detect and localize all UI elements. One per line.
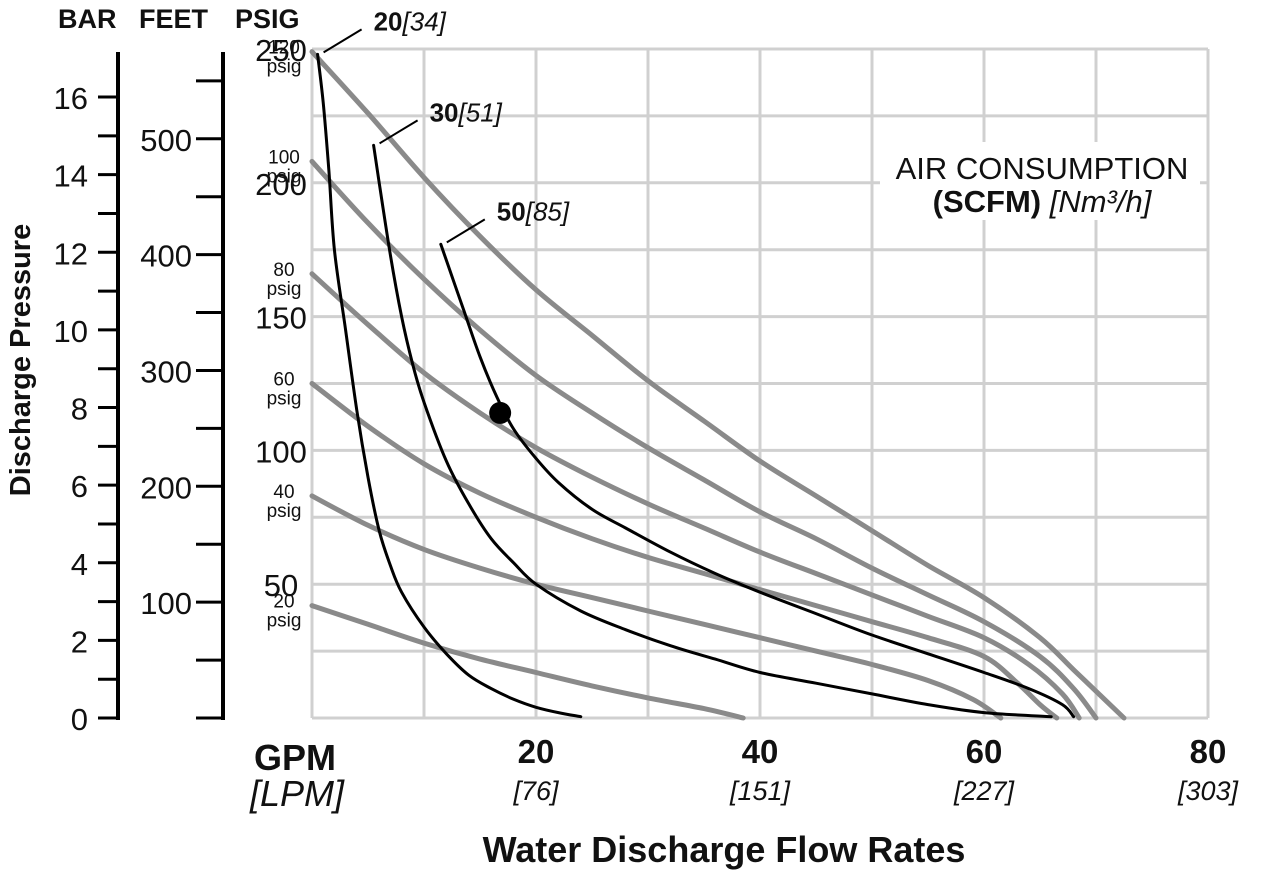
- x-tick-label-lpm: [303]: [1177, 776, 1240, 806]
- feet-tick-label: 100: [140, 586, 192, 621]
- series-label-psig-unit: psig: [267, 611, 302, 632]
- series-label-100-psig: 100: [268, 147, 300, 168]
- psig-axis-header: PSIG: [235, 4, 300, 34]
- feet-tick-label: 200: [140, 470, 192, 505]
- series-label-psig-unit: psig: [267, 57, 302, 78]
- bar-tick-label: 0: [71, 702, 88, 737]
- series-label-nm3h: [85]: [525, 196, 570, 226]
- x-unit-lpm: [LPM]: [249, 773, 345, 814]
- series-line-20-psig: [309, 603, 746, 721]
- x-axis-title: Water Discharge Flow Rates: [483, 829, 966, 870]
- series-label-scfm: 20: [374, 6, 403, 36]
- series-labels: 120psig100psig80psig60psig40psig20psig20…: [267, 6, 570, 631]
- x-tick-labels: 20 [76] 40 [151] 60 [227] 80 [303]: [512, 733, 1239, 806]
- psig-tick-label: 50: [264, 568, 298, 603]
- psig-tick-label: 250: [255, 33, 307, 68]
- psig-tick-labels: 50 100 150 200 250: [255, 33, 307, 603]
- series-line-40-psig: [309, 493, 1004, 721]
- feet-tick-label: 500: [140, 123, 192, 158]
- series-label-120-psig: 120: [268, 38, 300, 59]
- feet-tick-labels: 100 200 300 400 500: [140, 123, 192, 621]
- series-label-psig-unit: psig: [267, 501, 302, 522]
- bar-axis-header: BAR: [58, 4, 117, 34]
- y-axis-title: Discharge Pressure: [5, 224, 37, 496]
- x-tick-label-lpm: [151]: [729, 776, 792, 806]
- x-tick-label-gpm: 40: [742, 733, 779, 770]
- bar-tick-label: 8: [71, 392, 88, 427]
- series-label-psig-unit: psig: [267, 279, 302, 300]
- bar-tick-label: 6: [71, 469, 88, 504]
- bar-tick-label: 14: [54, 159, 88, 194]
- series-leader-50: [446, 218, 486, 244]
- series-line-80-psig: [309, 271, 1082, 721]
- x-tick-label-lpm: [227]: [953, 776, 1016, 806]
- bar-tick-label: 12: [54, 236, 88, 271]
- air-consumption-units: (SCFM) [Nm³/h]: [933, 184, 1153, 219]
- series-label-psig-unit: psig: [267, 389, 302, 410]
- chart-axes: [98, 52, 225, 720]
- series-line-120-psig: [309, 49, 1127, 721]
- series-label-50-scfm: 50[85]: [497, 196, 570, 226]
- bar-tick-labels: 0 2 4 6 8 10 12 14 16: [54, 81, 88, 737]
- bar-tick-label: 4: [71, 547, 88, 582]
- series-label-60-psig: 60: [273, 370, 294, 391]
- air-consumption-nm3h: [Nm³/h]: [1049, 184, 1153, 219]
- series-line-60-psig: [309, 381, 1060, 721]
- series-leader-30: [379, 119, 419, 145]
- operating-point-marker: [489, 401, 512, 424]
- series-label-scfm: 50: [497, 196, 526, 226]
- series-label-nm3h: [34]: [402, 6, 447, 36]
- series-leader-20: [323, 28, 363, 54]
- x-tick-label-gpm: 60: [966, 733, 1003, 770]
- series-line-scfm-50: [439, 242, 1076, 719]
- series-label-80-psig: 80: [273, 260, 294, 281]
- x-tick-label-lpm: [76]: [512, 776, 560, 806]
- bar-tick-label: 2: [71, 624, 88, 659]
- air-consumption-scfm: (SCFM): [933, 184, 1041, 219]
- x-tick-label-gpm: 80: [1190, 733, 1227, 770]
- feet-tick-label: 300: [140, 354, 192, 389]
- feet-tick-label: 400: [140, 239, 192, 274]
- bar-tick-label: 16: [54, 81, 88, 116]
- series-label-20-scfm: 20[34]: [374, 6, 447, 36]
- series-label-30-scfm: 30[51]: [430, 97, 503, 127]
- bar-tick-label: 10: [54, 314, 88, 349]
- x-tick-label-gpm: 20: [518, 733, 555, 770]
- series-line-100-psig: [309, 158, 1099, 721]
- psig-tick-label: 100: [255, 434, 307, 469]
- x-unit-gpm: GPM: [254, 737, 336, 778]
- series-label-psig-unit: psig: [267, 166, 302, 187]
- air-consumption-label-bg: [880, 142, 1200, 220]
- air-consumption-title: AIR CONSUMPTION: [896, 151, 1189, 186]
- psig-tick-label: 150: [255, 301, 307, 336]
- series-label-nm3h: [51]: [458, 97, 503, 127]
- series-label-20-psig: 20: [273, 592, 294, 613]
- series-label-40-psig: 40: [273, 482, 294, 503]
- psig-tick-label: 200: [255, 167, 307, 202]
- chart-grid: [310, 47, 1210, 720]
- chart-curves: [309, 49, 1127, 721]
- series-line-scfm-20: [316, 52, 583, 719]
- series-line-scfm-30: [372, 143, 1053, 719]
- feet-axis-header: FEET: [139, 4, 209, 34]
- series-label-scfm: 30: [430, 97, 459, 127]
